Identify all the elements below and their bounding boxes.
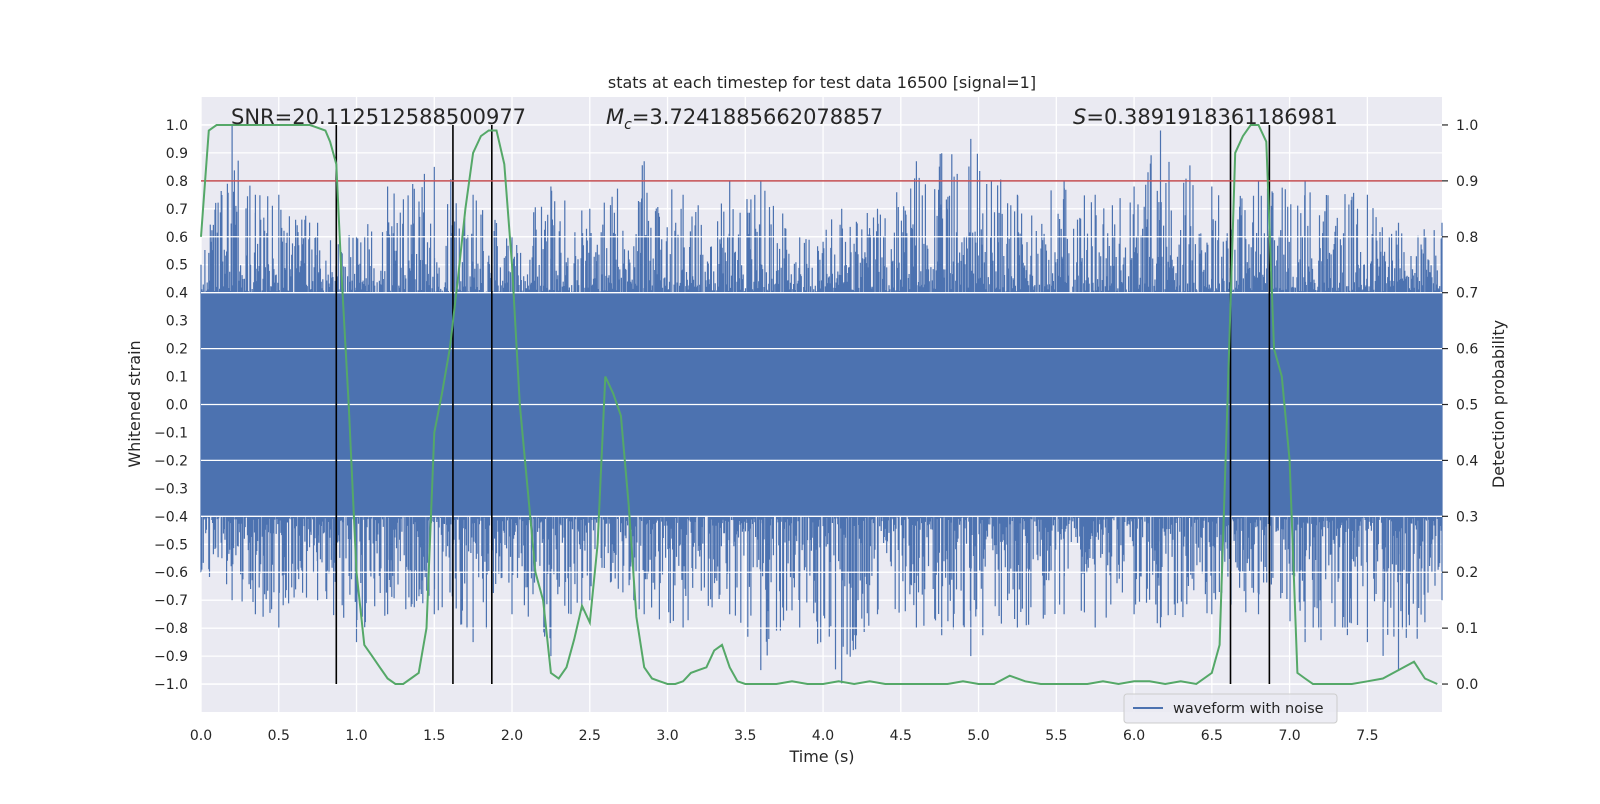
x-tick-label: 7.0 (1278, 728, 1300, 744)
x-tick-label: 3.5 (734, 728, 756, 744)
y-tick-label: −1.0 (154, 677, 188, 693)
x-tick-label: 6.5 (1201, 728, 1223, 744)
x-tick-label: 4.0 (812, 728, 834, 744)
chirp-mass-value: =3.7241885662078857 (632, 105, 883, 129)
y-tick-label: 0.8 (166, 174, 188, 190)
y-tick-label: 0.4 (166, 286, 188, 302)
x-tick-label: 0.5 (268, 728, 290, 744)
s-value: =0.3891918361186981 (1086, 105, 1337, 129)
detection-probability-line (200, 124, 1438, 686)
y-tick-label: −0.5 (154, 537, 188, 553)
y2-tick-label: 0.5 (1456, 398, 1478, 414)
y2-tick-label: 1.0 (1456, 118, 1478, 134)
snr-annotation: SNR=20.112512588500977 (231, 105, 526, 129)
y2-tick-label: 0.2 (1456, 565, 1478, 581)
y-tick-label: 0.2 (166, 342, 188, 358)
y-tick-label: 0.3 (166, 314, 188, 330)
y-tick-label: −0.8 (154, 621, 188, 637)
legend-box (1123, 693, 1338, 724)
y2-tick-label: 0.8 (1456, 230, 1478, 246)
x-axis-label: Time (s) (788, 747, 854, 766)
y-tick-label: −0.1 (154, 425, 188, 441)
x-tick-label: 3.0 (656, 728, 678, 744)
y-tick-label: 0.9 (166, 146, 188, 162)
y-tick-label: 0.1 (166, 370, 188, 386)
x-tick-label: 1.5 (423, 728, 445, 744)
y-tick-label: 0.7 (166, 202, 188, 218)
x-tick-label: 2.5 (579, 728, 601, 744)
y-tick-label: −0.2 (154, 453, 188, 469)
y2-axis-label: Detection probability (1489, 320, 1508, 488)
y-tick-label: 0.6 (166, 230, 188, 246)
x-tick-label: 6.0 (1123, 728, 1145, 744)
y2-axis-ticks: 1.0 0.9 0.8 0.7 0.6 0.5 0.4 0.3 0.2 0.1 0.0 (1442, 118, 1478, 693)
chirp-mass-symbol: M (606, 105, 624, 129)
y2-tick-label: 0.6 (1456, 342, 1478, 358)
y2-tick-label: 0.1 (1456, 621, 1478, 637)
x-tick-label: 2.0 (501, 728, 523, 744)
chart-title: stats at each timestep for test data 165… (608, 73, 1036, 92)
x-tick-label: 5.5 (1045, 728, 1067, 744)
y2-tick-label: 0.0 (1456, 677, 1478, 693)
y-tick-label: −0.7 (154, 593, 188, 609)
y-tick-label: 1.0 (166, 118, 188, 134)
x-tick-label: 0.0 (190, 728, 212, 744)
y2-tick-label: 0.3 (1456, 509, 1478, 525)
y-tick-label: −0.6 (154, 565, 188, 581)
x-tick-label: 5.0 (967, 728, 989, 744)
y-tick-label: 0.5 (166, 258, 188, 274)
y2-tick-label: 0.7 (1456, 286, 1478, 302)
x-axis-ticks: 0.0 0.5 1.0 1.5 2.0 2.5 3.0 3.5 4.0 4.5 5.0 5.5 6.0 6… (190, 728, 1379, 744)
y2-tick-label: 0.4 (1456, 453, 1478, 469)
chirp-mass-annotation: Mc=3.7241885662078857 (606, 105, 883, 133)
waveform-trace (200, 125, 1443, 684)
chirp-mass-subscript: c (624, 117, 632, 133)
s-symbol: S (1073, 105, 1086, 129)
y-axis-ticks: 1.0 0.9 0.8 0.7 0.6 0.5 0.4 0.3 0.2 0.1 0.0 −0.1 −0.… (154, 118, 188, 693)
s-annotation: S=0.3891918361186981 (1073, 105, 1338, 129)
x-tick-label: 7.5 (1356, 728, 1378, 744)
y-tick-label: −0.4 (154, 509, 188, 525)
y-tick-label: −0.9 (154, 649, 188, 665)
x-tick-label: 4.5 (890, 728, 912, 744)
y-tick-label: 0.0 (166, 398, 188, 414)
y2-tick-label: 0.9 (1456, 174, 1478, 190)
legend-label-waveform: waveform with noise (1173, 701, 1324, 717)
y-axis-label: Whitened strain (125, 340, 144, 467)
x-tick-label: 1.0 (345, 728, 367, 744)
y-tick-label: −0.3 (154, 481, 188, 497)
legend: waveform with noise (1123, 693, 1338, 724)
